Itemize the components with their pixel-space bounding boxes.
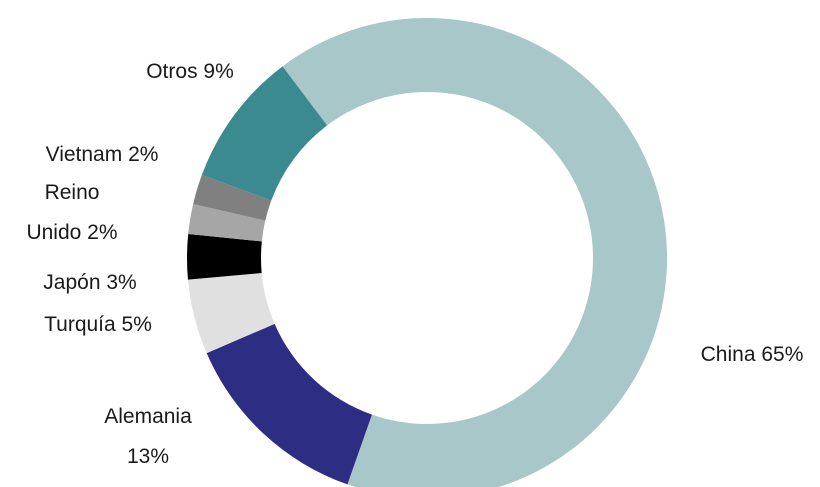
slice-label: Reino Unido 2% <box>17 173 127 253</box>
donut-slice <box>187 272 275 354</box>
category-label: Otros <box>146 60 198 83</box>
value-label: 5% <box>121 313 152 336</box>
category-label: China <box>700 343 756 366</box>
category-label: Alemania <box>104 405 192 428</box>
value-label: 9% <box>203 60 234 83</box>
value-label: 65% <box>761 343 804 366</box>
donut-slice <box>188 204 266 242</box>
donut-slice <box>201 66 328 201</box>
category-label: Vietnam <box>45 143 123 166</box>
value-label: 13% <box>126 445 170 468</box>
slice-label: Otros 9% <box>146 52 234 92</box>
value-label: 2% <box>128 143 159 166</box>
donut-slice <box>206 323 372 485</box>
slice-label: China 65% <box>701 335 804 375</box>
slice-label: Japón 3% <box>43 263 136 303</box>
category-label: Japón <box>43 271 101 294</box>
donut-slice <box>187 234 262 280</box>
slice-label: Vietnam 2% <box>46 135 159 175</box>
value-label: 2% <box>87 221 118 244</box>
slice-label: Alemania 13% <box>83 397 213 477</box>
donut-slice <box>193 174 272 221</box>
slice-label: Turquía 5% <box>44 305 152 345</box>
donut-slice <box>282 18 667 487</box>
value-label: 3% <box>106 271 137 294</box>
category-label: Reino Unido <box>26 181 100 244</box>
category-label: Turquía <box>44 313 116 336</box>
